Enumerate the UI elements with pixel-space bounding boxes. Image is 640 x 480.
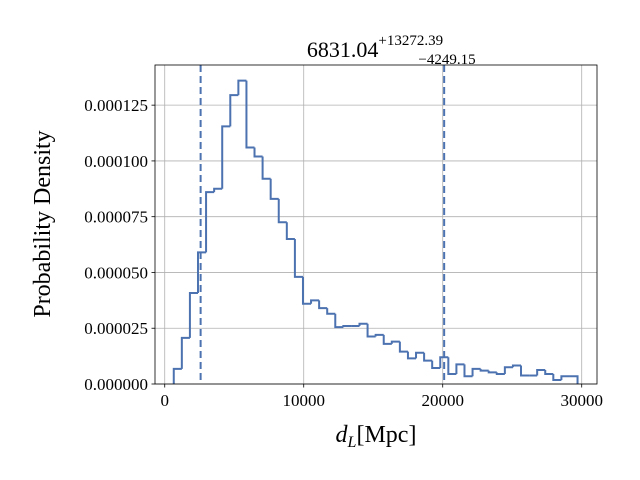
histogram-step xyxy=(318,300,328,310)
histogram-step xyxy=(196,251,207,293)
x-label-unit: [Mpc] xyxy=(356,422,416,448)
y-tick-label: 0.000100 xyxy=(84,152,148,171)
histogram-step xyxy=(310,299,320,304)
histogram-step xyxy=(188,291,198,338)
histogram-step xyxy=(455,363,465,374)
y-tick-label: 0.000050 xyxy=(84,263,148,282)
chart-title: 6831.04+13272.39 xyxy=(307,33,443,62)
x-label-subscript: L xyxy=(347,434,357,451)
histogram-step xyxy=(536,368,546,376)
x-tick-label: 0 xyxy=(160,391,169,410)
histogram-step xyxy=(326,308,336,315)
x-axis-label: dL[Mpc] xyxy=(336,422,417,451)
histogram-step xyxy=(374,333,384,337)
y-tick-label: 0.000125 xyxy=(84,96,148,115)
histogram-step xyxy=(301,276,312,305)
histogram-step xyxy=(269,178,279,200)
histogram-step xyxy=(277,198,287,224)
title-upper: +13272.39 xyxy=(378,33,443,49)
histogram-step xyxy=(180,336,190,369)
x-label-symbol: d xyxy=(336,422,349,448)
marks xyxy=(172,65,579,384)
histogram-step xyxy=(552,373,562,381)
title-lower: −4249.15 xyxy=(418,52,475,68)
histogram-step xyxy=(398,341,408,353)
histogram-step xyxy=(229,94,239,127)
histogram-step xyxy=(415,351,425,359)
title-value: 6831.04 xyxy=(307,37,379,62)
histogram-step xyxy=(358,322,368,326)
y-axis-label: Probability Density xyxy=(30,130,56,317)
histogram-step xyxy=(205,191,215,253)
histogram-step xyxy=(213,187,223,193)
histogram-step xyxy=(560,375,570,380)
histogram-step xyxy=(245,80,255,149)
histogram-step xyxy=(237,79,247,96)
histogram-step xyxy=(366,323,376,338)
histogram-step xyxy=(172,367,182,384)
histogram-step xyxy=(406,351,417,360)
x-tick-label: 10000 xyxy=(282,391,325,410)
histogram-step xyxy=(439,356,449,368)
histogram-step xyxy=(569,375,579,384)
y-tick-label: 0.000025 xyxy=(84,319,148,338)
x-tick-label: 30000 xyxy=(560,391,603,410)
histogram-step xyxy=(479,368,489,372)
histogram-step xyxy=(382,334,392,345)
histogram-step xyxy=(390,340,400,344)
histogram-step xyxy=(431,360,441,369)
histogram-step xyxy=(520,365,530,377)
histogram-step xyxy=(487,370,497,374)
histogram-step xyxy=(261,156,271,180)
histogram-step xyxy=(511,364,522,368)
histogram-step xyxy=(503,366,513,374)
histogram-step xyxy=(423,352,433,362)
histogram-step xyxy=(495,372,505,375)
histogram-step xyxy=(463,364,473,378)
histogram-step xyxy=(221,125,231,189)
y-tick-label: 0.000000 xyxy=(84,375,148,394)
histogram-step xyxy=(285,222,295,240)
histogram-step xyxy=(471,367,481,377)
grid xyxy=(155,65,597,385)
histogram-step xyxy=(447,357,457,375)
histogram-step xyxy=(334,313,344,329)
plot-frame xyxy=(154,64,598,385)
histogram-step xyxy=(544,369,554,375)
histogram-step xyxy=(342,325,352,328)
ticks: 0 10000 20000 30000 0.000000 0.000025 0.000050… xyxy=(84,96,603,410)
x-tick-label: 20000 xyxy=(421,391,464,410)
histogram-step xyxy=(293,239,303,278)
histogram-step xyxy=(253,147,263,158)
y-tick-label: 0.000075 xyxy=(84,208,148,227)
